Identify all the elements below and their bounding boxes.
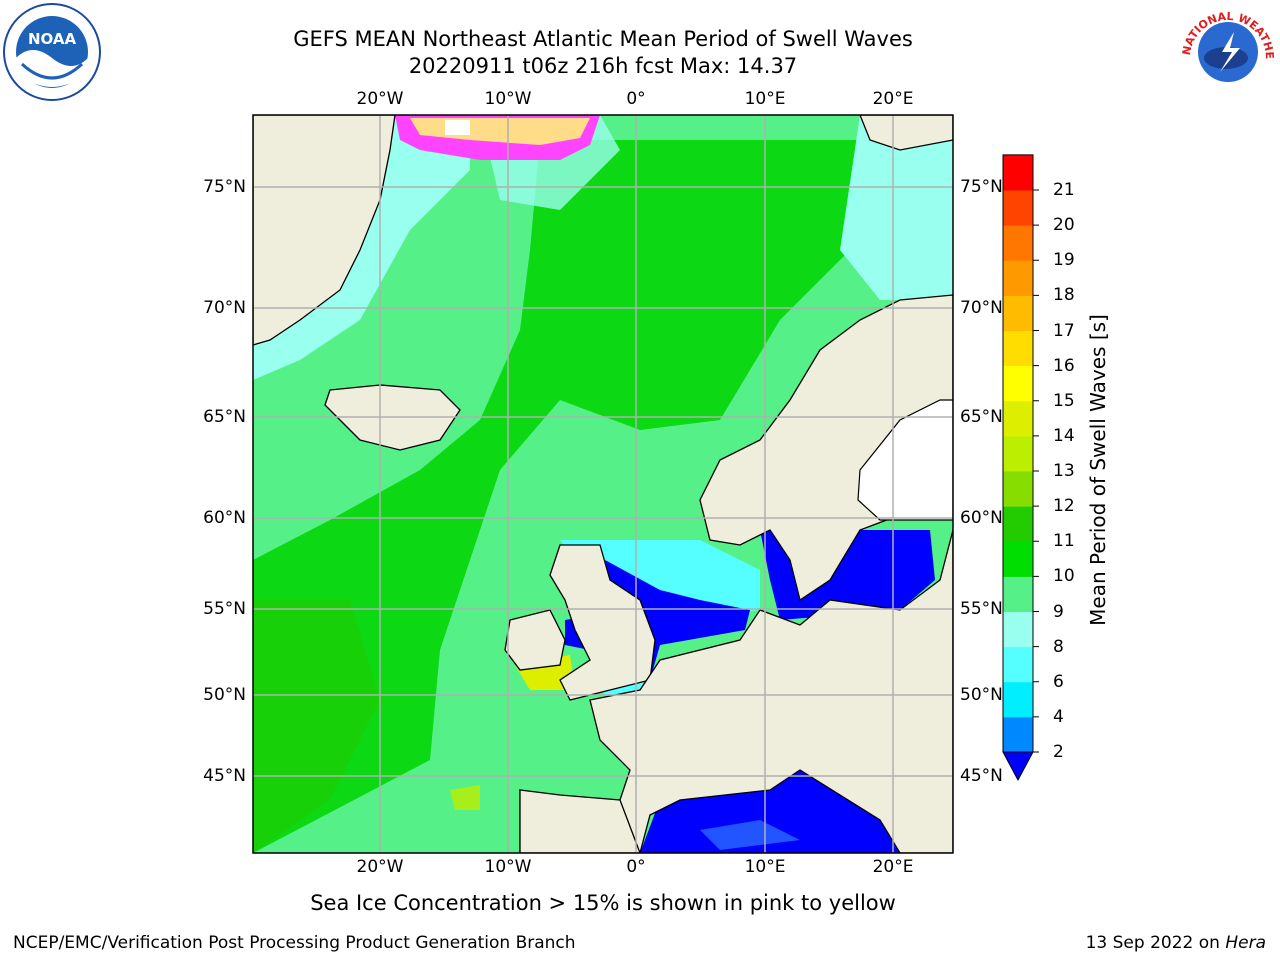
lon-label-top: 20°E <box>872 89 914 109</box>
colorbar-tick-label: 21 <box>1053 180 1075 200</box>
colorbar-tick-label: 17 <box>1053 320 1075 341</box>
map-frame <box>252 114 954 854</box>
colorbar-swatch <box>1003 471 1033 507</box>
lat-label-left: 60°N <box>203 508 246 528</box>
svg-text:NOAA: NOAA <box>28 30 77 48</box>
lat-label-left: 45°N <box>203 766 246 786</box>
colorbar-swatch <box>1003 154 1033 191</box>
graticule <box>253 115 953 853</box>
lat-label-right: 50°N <box>960 685 1003 705</box>
colorbar-swatch <box>1003 541 1033 577</box>
colorbar-swatch <box>1003 365 1033 402</box>
colorbar-tick-label: 18 <box>1053 285 1075 306</box>
colorbar-extend-triangle <box>1002 751 1034 782</box>
lat-label-right: 75°N <box>960 177 1003 197</box>
colorbar-tick-label: 11 <box>1053 531 1075 552</box>
lon-label-top: 20°W <box>356 89 404 109</box>
lon-label-top: 0° <box>626 89 646 109</box>
lat-label-right: 65°N <box>960 407 1003 427</box>
sea-ice-note: Sea Ice Concentration > 15% is shown in … <box>310 891 896 915</box>
footer-date: 13 Sep 2022 on Hera <box>1086 933 1266 953</box>
colorbar-tick-label: 13 <box>1053 461 1075 481</box>
lon-label-bottom: 0° <box>626 857 646 877</box>
lat-label-left: 75°N <box>203 177 246 197</box>
colorbar-swatch <box>1003 190 1033 226</box>
colorbar-tick-label: 8 <box>1053 636 1064 657</box>
footer-date-text: 13 Sep 2022 on <box>1085 933 1226 953</box>
lon-label-bottom: 20°W <box>356 857 404 877</box>
lon-label-bottom: 10°W <box>484 857 532 877</box>
colorbar-tick-label: 2 <box>1053 742 1064 762</box>
colorbar-swatch <box>1003 330 1033 367</box>
lat-label-right: 55°N <box>960 599 1003 619</box>
colorbar <box>1002 154 1039 782</box>
lon-label-bottom: 20°E <box>872 857 914 877</box>
lon-label-bottom: 10°E <box>744 857 786 877</box>
colorbar-tick-label: 20 <box>1053 215 1075 236</box>
iberia <box>519 789 641 853</box>
lat-label-left: 55°N <box>203 599 246 619</box>
colorbar-tick-label: 9 <box>1053 601 1064 622</box>
colorbar-tick-label: 10 <box>1053 566 1075 587</box>
colorbar-tick-label: 6 <box>1053 671 1064 692</box>
colorbar-swatch <box>1003 225 1033 261</box>
lat-label-right: 70°N <box>960 298 1003 318</box>
colorbar-tick-label: 14 <box>1053 425 1075 446</box>
lat-label-left: 50°N <box>203 685 246 705</box>
noaa-logo: NOAA <box>3 3 101 101</box>
colorbar-swatch <box>1003 435 1033 472</box>
chart-subtitle: 20220911 t06z 216h fcst Max: 14.37 <box>408 54 798 78</box>
colorbar-swatch <box>1003 716 1033 753</box>
colorbar-title: Mean Period of Swell Waves [s] <box>1086 314 1110 626</box>
svalbard <box>859 115 953 151</box>
colorbar-swatch <box>1003 576 1033 612</box>
greenland <box>253 115 396 346</box>
swell-region-high <box>253 140 870 853</box>
colorbar-tick-label: 16 <box>1053 355 1075 376</box>
colorbar-swatch <box>1003 506 1033 542</box>
colorbar-swatch <box>1003 260 1033 296</box>
land <box>253 115 953 853</box>
lat-label-right: 60°N <box>960 508 1003 528</box>
colorbar-tick-label: 12 <box>1053 496 1075 517</box>
ireland <box>504 609 566 671</box>
scandinavia <box>699 294 953 602</box>
chart-title: GEFS MEAN Northeast Atlantic Mean Period… <box>293 27 913 51</box>
colorbar-swatch <box>1003 295 1033 331</box>
colorbar-swatch <box>1003 681 1033 718</box>
colorbar-tick-label: 4 <box>1053 706 1064 727</box>
lat-label-left: 70°N <box>203 298 246 318</box>
nws-logo: NATIONAL WEATHER SERVICE <box>1178 2 1276 100</box>
colorbar-tick-label: 15 <box>1053 390 1075 411</box>
footer-host: Hera <box>1225 933 1266 953</box>
colorbar-frame <box>1002 154 1034 753</box>
lon-label-top: 10°W <box>484 89 532 109</box>
colorbar-tick-label: 19 <box>1053 250 1075 271</box>
lat-label-left: 65°N <box>203 407 246 427</box>
colorbar-swatch <box>1003 400 1033 437</box>
colorbar-swatch <box>1003 646 1033 683</box>
lat-label-right: 45°N <box>960 766 1003 786</box>
colorbar-swatch <box>1003 611 1033 648</box>
footer-credit: NCEP/EMC/Verification Post Processing Pr… <box>13 933 576 953</box>
lon-label-top: 10°E <box>744 89 786 109</box>
